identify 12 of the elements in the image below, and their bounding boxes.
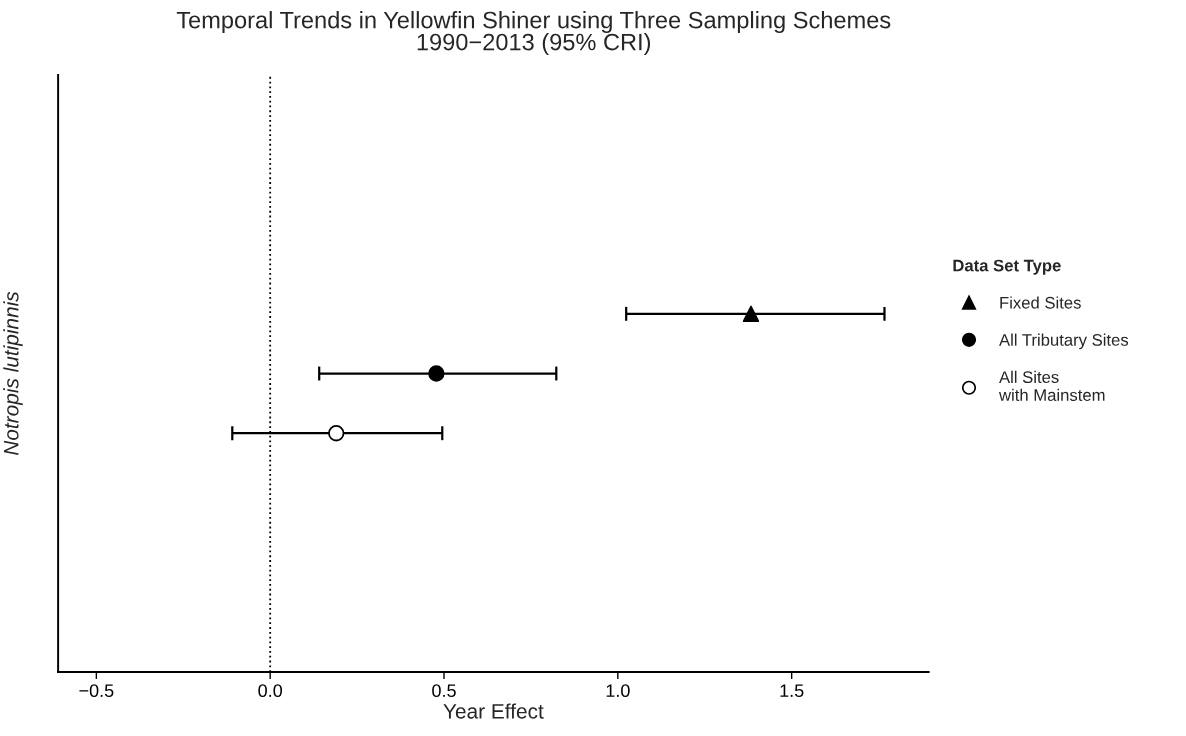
y-axis-title: Notropis lutipinnis: [3, 291, 23, 456]
chart-title: Temporal Trends in Yellowfin Shiner using Three Sampling Schemes 1990−2013 (95% CRI): [176, 11, 891, 56]
x-axis-title: Year Effect: [443, 703, 544, 719]
x-tick-label: 1.0: [606, 684, 630, 698]
legend-label: All Tributary Sites: [999, 333, 1129, 350]
x-tick-label: −0.5: [79, 684, 114, 698]
x-tick-label: 0.5: [432, 684, 456, 698]
legend-title: Data Set Type: [953, 259, 1061, 275]
legend-label: All Sites with Mainstem: [998, 370, 1105, 401]
x-tick-label: 0.0: [258, 684, 283, 698]
x-tick-label: 1.5: [780, 684, 804, 698]
legend-label: Fixed Sites: [1000, 296, 1081, 309]
